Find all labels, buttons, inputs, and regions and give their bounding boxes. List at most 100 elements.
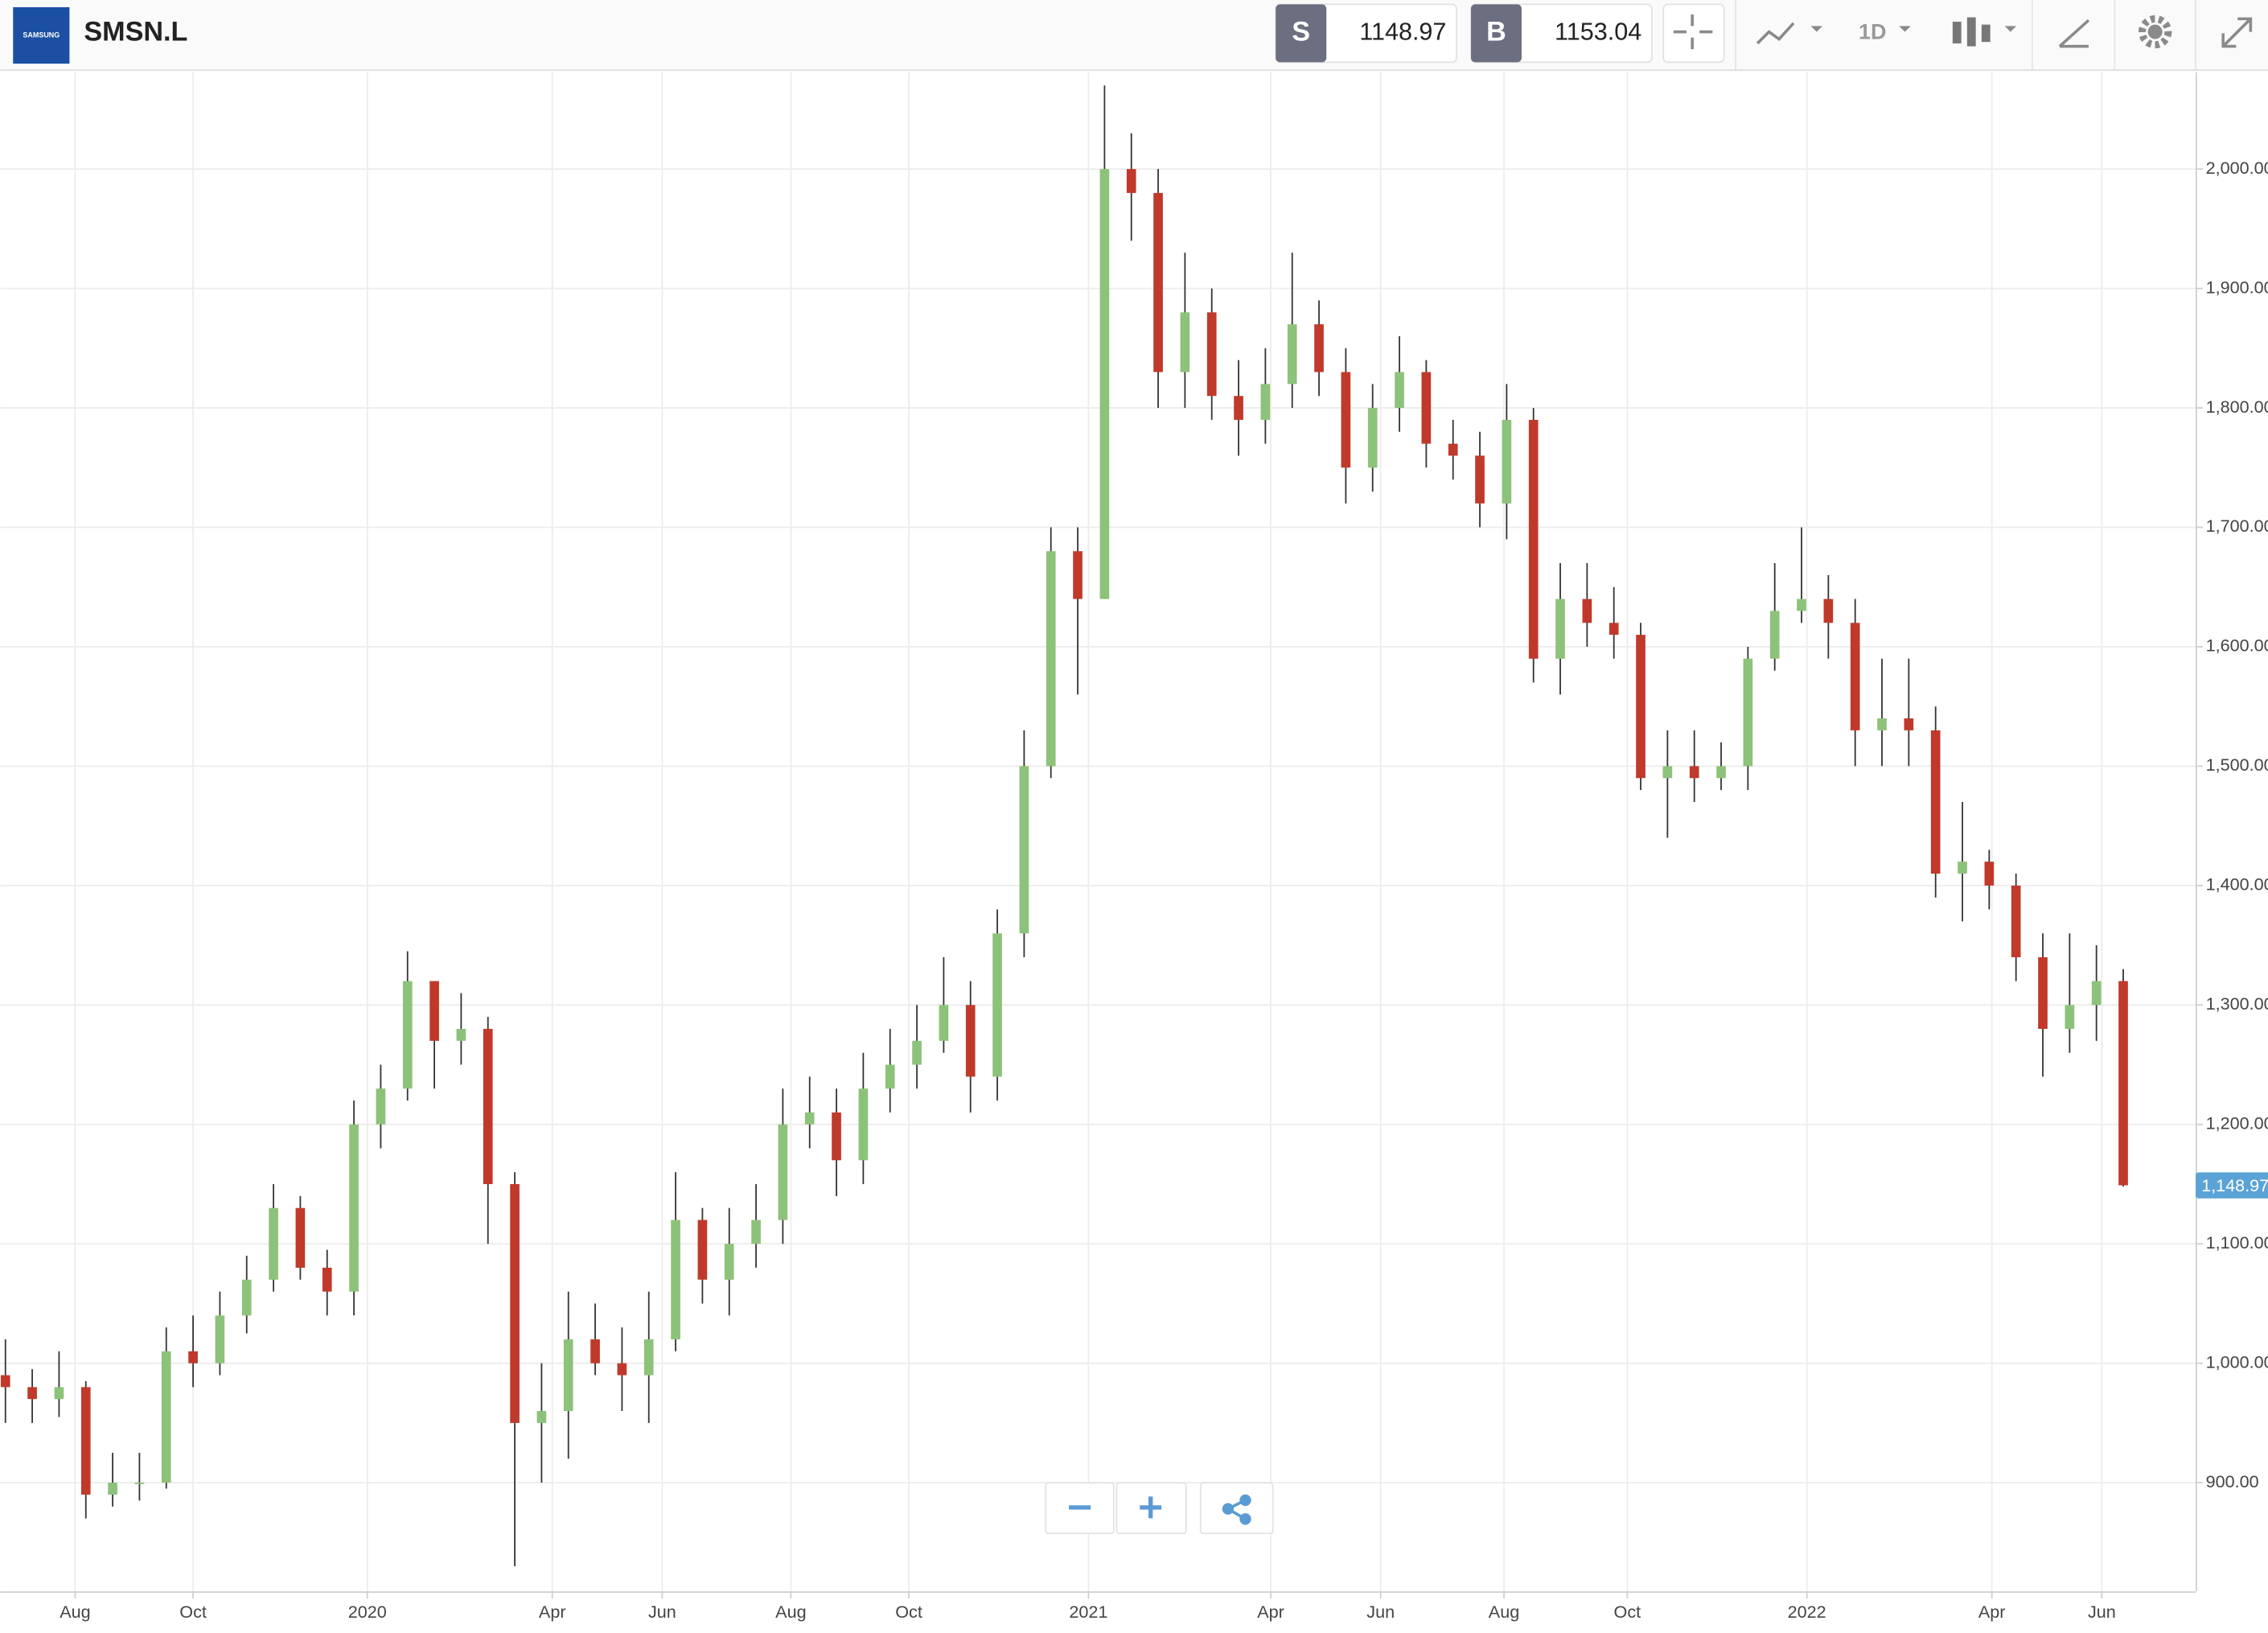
expand-icon[interactable] xyxy=(2221,17,2253,48)
x-tick-label: Aug xyxy=(60,1602,90,1622)
sell-label: S xyxy=(1292,16,1310,47)
candle-body xyxy=(188,1351,198,1364)
candle-body xyxy=(269,1207,278,1280)
candle-body xyxy=(1099,169,1110,599)
sell-tag[interactable] xyxy=(1276,4,1327,63)
candle-body xyxy=(1662,766,1673,779)
candle-body xyxy=(751,1220,761,1244)
chart-type-icon[interactable] xyxy=(1756,22,1823,45)
x-tick-label: Apr xyxy=(539,1602,566,1622)
y-tick-label: 1,000.00 xyxy=(2206,1351,2268,1372)
y-tick-label: 2,000.00 xyxy=(2206,158,2268,178)
candle-body xyxy=(1260,384,1271,420)
candle-body xyxy=(1314,324,1324,372)
draw-icon[interactable] xyxy=(2058,19,2090,48)
share-icon xyxy=(1222,1494,1251,1525)
buy-price: 1153.04 xyxy=(1555,18,1641,45)
x-tick-label: Oct xyxy=(1614,1602,1641,1622)
candle-body xyxy=(1555,598,1565,659)
x-tick-label: Oct xyxy=(179,1602,207,1622)
candle-body xyxy=(161,1351,171,1483)
x-tick-label: Apr xyxy=(1257,1602,1284,1622)
candle-body xyxy=(1153,192,1163,372)
x-tick-label: Jun xyxy=(2088,1602,2116,1622)
candle-body xyxy=(2118,981,2128,1186)
y-tick-label: 1,400.00 xyxy=(2206,874,2268,895)
candle-body xyxy=(912,1040,922,1065)
candle-body xyxy=(1448,443,1458,456)
candle-body xyxy=(1287,324,1297,385)
y-tick-label: 1,900.00 xyxy=(2206,277,2268,297)
candle-body xyxy=(2038,956,2048,1030)
candles-icon[interactable] xyxy=(1952,17,2017,47)
candle-body xyxy=(0,1375,10,1388)
y-tick-label: 1,600.00 xyxy=(2206,636,2268,656)
candle-body xyxy=(1475,455,1485,504)
candle-body xyxy=(885,1064,895,1089)
buy-tag[interactable] xyxy=(1471,4,1522,63)
candle-body xyxy=(1582,598,1592,623)
candle-body xyxy=(349,1124,359,1292)
candle-body xyxy=(2091,981,2102,1006)
candle-body xyxy=(697,1220,708,1280)
candle-body xyxy=(134,1483,145,1484)
interval-caret xyxy=(1899,26,1911,32)
candle-body xyxy=(1126,169,1136,193)
candle-body xyxy=(1984,862,1995,886)
y-tick-label: 1,700.00 xyxy=(2206,516,2268,536)
candle-body xyxy=(1743,658,1753,767)
candle-body xyxy=(563,1339,573,1412)
candle-body xyxy=(241,1279,252,1316)
candle-body xyxy=(483,1029,493,1184)
candle-body xyxy=(2065,1005,2075,1030)
settings-hub xyxy=(2147,24,2163,39)
y-tick-label: 1,500.00 xyxy=(2206,755,2268,775)
candle-body xyxy=(724,1244,734,1280)
share-button[interactable] xyxy=(1199,1482,1274,1535)
candle-body xyxy=(215,1315,225,1364)
x-tick-label: Apr xyxy=(1978,1602,2006,1622)
x-tick-label: Aug xyxy=(1489,1602,1519,1622)
candle-body xyxy=(1395,372,1404,409)
candle-body xyxy=(376,1088,386,1125)
candle-body xyxy=(1609,623,1619,636)
candle-body xyxy=(1636,635,1646,779)
candle-body xyxy=(939,1005,949,1041)
toolbar xyxy=(0,0,2268,70)
candle-body xyxy=(80,1387,91,1495)
x-tick-label: 2020 xyxy=(348,1602,387,1622)
y-tick-label: 1,100.00 xyxy=(2206,1232,2268,1253)
candle-body xyxy=(536,1411,547,1423)
candle-body xyxy=(1046,551,1056,767)
candle-body xyxy=(456,1029,466,1041)
candle-body xyxy=(1341,372,1351,468)
zoom-in-icon xyxy=(1140,1496,1162,1519)
last-price-box xyxy=(2196,1172,2268,1199)
x-tick-label: Oct xyxy=(895,1602,922,1622)
candle-body xyxy=(295,1207,306,1268)
candle-body xyxy=(1073,551,1083,599)
x-tick-label: Jun xyxy=(648,1602,676,1622)
candle-body xyxy=(1019,766,1029,934)
candle-body xyxy=(1234,396,1243,420)
x-tick-label: 2022 xyxy=(1788,1602,1826,1622)
y-tick-label: 1,200.00 xyxy=(2206,1113,2268,1133)
buy-label: B xyxy=(1486,16,1506,47)
crosshair-button[interactable] xyxy=(1662,3,1725,64)
candle-body xyxy=(1716,766,1726,779)
crosshair-icon xyxy=(1673,14,1713,50)
candle-body xyxy=(858,1088,869,1161)
candle-body xyxy=(429,981,439,1041)
candle-body xyxy=(1797,598,1806,611)
last-price-label: 1,148.97 xyxy=(2201,1175,2268,1195)
candle-body xyxy=(1502,419,1512,504)
candle-body xyxy=(27,1387,37,1400)
settings-icon[interactable] xyxy=(2138,14,2172,49)
x-tick-label: Aug xyxy=(775,1602,806,1622)
interval[interactable]: 1D xyxy=(1859,19,1886,43)
toolbar-separators xyxy=(1735,0,2196,70)
candle-body xyxy=(1421,372,1432,444)
candle-body xyxy=(778,1124,788,1220)
